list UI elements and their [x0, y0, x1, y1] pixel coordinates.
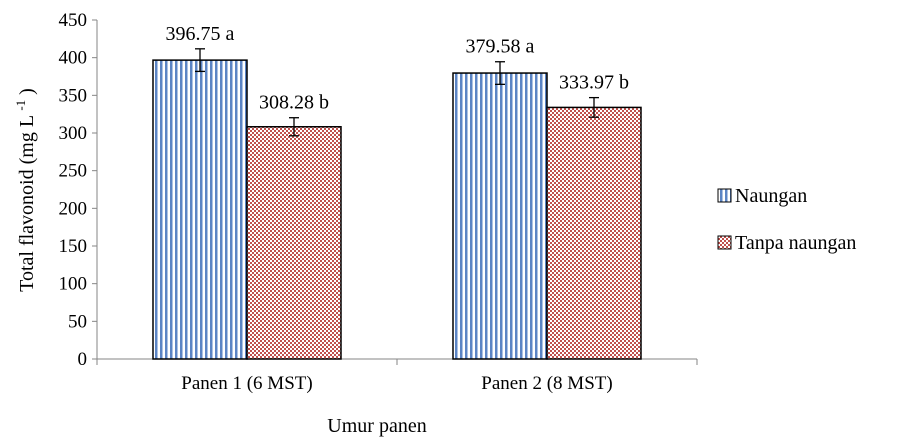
data-label: 396.75 a	[166, 23, 235, 45]
legend-label: Tanpa naungan	[735, 232, 856, 254]
y-tick-label: 350	[59, 85, 88, 106]
bars: 396.75 a 308.28 b 379.58 a 333.97 b	[152, 23, 642, 360]
y-tick-label: 100	[59, 274, 88, 295]
x-axis-title: Umur panen	[327, 415, 426, 437]
bar	[246, 126, 342, 360]
data-label: 333.97 b	[559, 72, 629, 94]
y-tick-label: 300	[59, 123, 88, 144]
y-tick-label: 200	[59, 198, 88, 219]
bar	[152, 59, 248, 360]
bar	[546, 106, 642, 360]
legend-label: Naungan	[735, 185, 807, 207]
y-tick-label: 150	[59, 236, 88, 257]
y-tick-label: 400	[59, 48, 88, 69]
y-axis-title: Total flavonoid (mg L -1 )	[8, 88, 38, 292]
y-tick-label: 0	[78, 349, 88, 370]
data-label: 308.28 b	[259, 92, 329, 114]
x-category-label: Panen 1 (6 MST)	[181, 373, 312, 394]
y-tick-label: 50	[68, 311, 87, 332]
legend-swatch	[717, 235, 732, 250]
legend: Naungan Tanpa naungan	[717, 185, 856, 254]
data-label: 379.58 a	[466, 36, 535, 58]
legend-swatch	[717, 188, 732, 203]
y-tick-label: 450	[59, 10, 88, 31]
axes: 0 50 100 150 200 250 300 350 400 450 Panen 1 (6 MS…	[59, 10, 698, 394]
y-tick-label: 250	[59, 161, 88, 182]
bar	[452, 72, 548, 360]
x-category-label: Panen 2 (8 MST)	[481, 373, 612, 394]
